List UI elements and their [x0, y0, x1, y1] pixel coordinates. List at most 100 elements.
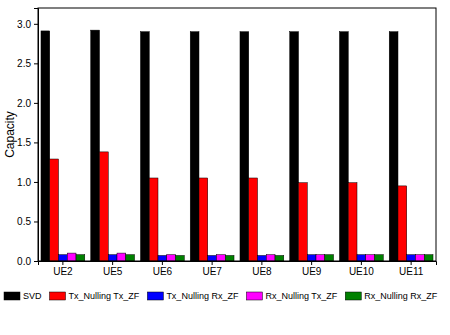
bar — [208, 255, 217, 261]
y-tick-mark — [34, 63, 38, 64]
legend-item: Rx_Nulling Tx_ZF — [246, 291, 337, 301]
plot: 0.0 0.5 1.0 1.5 2.0 2.5 3.0 UE2 UE5 UE6 UE7 UE8 UE9 U… — [17, 8, 436, 277]
bar — [91, 30, 100, 261]
legend: SVD Tx_Nulling Tx_ZF Tx_Nulling Rx_ZF Rx_Nu… — [4, 291, 438, 301]
bar — [140, 32, 149, 261]
y-tick-mark — [34, 142, 38, 143]
bar — [357, 255, 366, 261]
x-tick-label: UE11 — [399, 266, 424, 277]
bar — [225, 255, 234, 261]
bar — [290, 32, 299, 261]
bar — [58, 255, 67, 261]
bar — [307, 255, 316, 261]
bar — [41, 31, 50, 261]
y-tick-mark — [34, 103, 38, 104]
y-tick-label: 2.0 — [17, 98, 31, 109]
x-tick: UE9 — [302, 261, 322, 277]
legend-swatch — [147, 292, 163, 300]
x-tick-label: UE9 — [302, 266, 322, 277]
legend-label: Tx_Nulling Tx_ZF — [69, 291, 140, 301]
bar — [249, 178, 258, 261]
legend-item: SVD — [4, 291, 42, 301]
x-tick-mark — [311, 261, 312, 265]
x-tick: UE5 — [103, 261, 123, 277]
bar — [50, 159, 59, 261]
y-tick-label: 1.0 — [17, 177, 31, 188]
bar — [126, 255, 135, 261]
bar — [398, 186, 407, 261]
x-tick-label: UE7 — [202, 266, 222, 277]
y-axis-line — [34, 9, 39, 262]
plot-frame — [38, 8, 436, 261]
bars — [41, 30, 433, 261]
legend-swatch — [246, 292, 262, 300]
legend-label: Rx_Nulling Rx_ZF — [364, 291, 438, 301]
bar — [199, 178, 208, 261]
x-tick: UE8 — [252, 261, 272, 277]
y-axis: 0.0 0.5 1.0 1.5 2.0 2.5 3.0 — [17, 9, 38, 267]
bar-series — [41, 30, 398, 261]
x-tick-mark — [62, 261, 63, 265]
x-tick-label: UE2 — [53, 266, 73, 277]
legend-item: Rx_Nulling Rx_ZF — [345, 291, 438, 301]
bar — [76, 255, 85, 261]
bar — [325, 255, 334, 261]
bar-series — [76, 255, 433, 261]
y-tick-label: 0.5 — [17, 216, 31, 227]
legend-item: Tx_Nulling Rx_ZF — [147, 291, 239, 301]
y-tick: 0.0 — [17, 256, 38, 267]
legend-label: Rx_Nulling Tx_ZF — [265, 291, 337, 301]
y-tick: 1.0 — [17, 177, 38, 188]
bar — [240, 32, 249, 261]
bar — [158, 255, 167, 261]
y-tick: 0.5 — [17, 216, 38, 227]
x-tick: UE11 — [399, 261, 424, 277]
y-tick: 2.5 — [17, 58, 38, 69]
y-axis-title: Capacity — [3, 111, 17, 158]
legend-swatch — [4, 292, 20, 300]
bar — [67, 253, 76, 261]
y-tick-label: 3.0 — [17, 19, 31, 30]
x-tick-mark — [361, 261, 362, 265]
y-tick-label: 0.0 — [17, 256, 31, 267]
bar — [217, 255, 226, 261]
y-tick-label: 1.5 — [17, 137, 31, 148]
legend-swatch — [50, 292, 66, 300]
bar — [275, 255, 284, 261]
x-tick: UE6 — [153, 261, 173, 277]
bar — [407, 255, 416, 261]
x-tick-mark — [261, 261, 262, 265]
bar — [108, 255, 117, 261]
x-axis-line — [39, 262, 437, 266]
legend-label: SVD — [23, 291, 42, 301]
y-tick-mark — [34, 261, 38, 262]
bar-series — [50, 152, 407, 261]
bar — [298, 183, 307, 261]
bar — [149, 178, 158, 261]
bar-series — [58, 255, 415, 261]
bar — [375, 255, 384, 261]
x-tick-mark — [162, 261, 163, 265]
bar — [366, 255, 375, 261]
bar — [424, 255, 433, 261]
y-tick: 2.0 — [17, 98, 38, 109]
bar — [117, 253, 126, 261]
y-tick-mark — [34, 24, 38, 25]
x-tick-label: UE6 — [153, 266, 173, 277]
x-tick: UE2 — [53, 261, 73, 277]
legend-swatch — [345, 292, 361, 300]
bar — [99, 152, 108, 261]
y-tick-mark — [34, 182, 38, 183]
bar — [176, 255, 185, 261]
bar — [316, 255, 325, 261]
y-tick: 1.5 — [17, 137, 38, 148]
bar — [389, 32, 398, 261]
bar — [416, 255, 425, 261]
chart: 0.0 0.5 1.0 1.5 2.0 2.5 3.0 UE2 UE5 UE6 UE7 UE8 UE9 U… — [0, 0, 450, 335]
y-tick-mark — [34, 221, 38, 222]
x-tick-mark — [212, 261, 213, 265]
x-tick: UE10 — [349, 261, 374, 277]
y-tick: 3.0 — [17, 19, 38, 30]
bar — [339, 32, 348, 261]
x-tick-label: UE10 — [349, 266, 374, 277]
